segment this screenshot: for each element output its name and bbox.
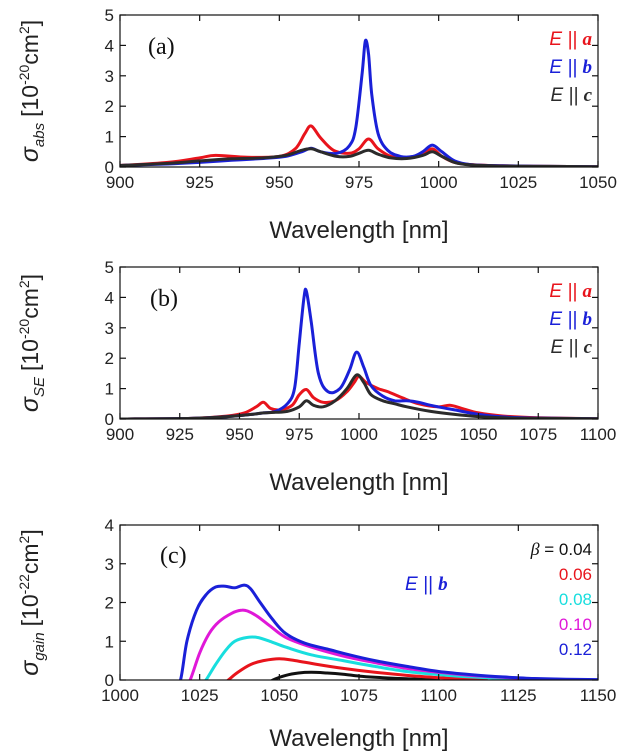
series-line-2 xyxy=(225,657,488,680)
x-tick-label: 1050 xyxy=(260,686,298,705)
y-tick-label: 4 xyxy=(105,288,114,307)
x-tick-label: 975 xyxy=(345,173,373,192)
x-axis-label: Wavelength [nm] xyxy=(269,217,448,244)
beta-legend-entry: 0.12 xyxy=(559,640,592,659)
series-group xyxy=(120,287,598,419)
x-tick-label: 1050 xyxy=(460,425,498,444)
x-axis-label: Wavelength [nm] xyxy=(269,725,448,752)
series-group xyxy=(120,38,598,167)
y-tick-label: 2 xyxy=(105,594,114,613)
x-tick-label: 1075 xyxy=(340,686,378,705)
y-tick-label: 1 xyxy=(105,632,114,651)
y-tick-label: 3 xyxy=(105,67,114,86)
series-line-3 xyxy=(204,635,536,680)
x-tick-label: 1050 xyxy=(579,173,617,192)
series-line-1 xyxy=(120,374,598,419)
x-tick-label: 1125 xyxy=(500,686,537,705)
beta-legend-entry: 0.06 xyxy=(559,565,592,584)
x-tick-label: 925 xyxy=(166,425,194,444)
x-tick-label: 900 xyxy=(106,173,134,192)
x-tick-label: 1025 xyxy=(181,686,219,705)
x-tick-label: 975 xyxy=(285,425,313,444)
x-tick-label: 925 xyxy=(185,173,213,192)
y-tick-label: 3 xyxy=(105,319,114,338)
x-tick-label: 1100 xyxy=(420,686,457,705)
series-line-2 xyxy=(120,287,598,419)
panel-2: 900 925 950 975 1000 1025 1050 1075 1100 0 1 2 3 4 5 Wa… xyxy=(16,258,616,496)
series-line-3 xyxy=(120,147,598,167)
polarization-annotation: E || b xyxy=(405,574,448,595)
legend-entry: E || c xyxy=(550,85,592,106)
y-tick-label: 1 xyxy=(105,128,114,147)
x-tick-label: 1000 xyxy=(101,686,139,705)
x-tick-label: 1025 xyxy=(400,425,438,444)
beta-legend-entry: 0.08 xyxy=(559,590,592,609)
panel-label: (b) xyxy=(150,286,178,312)
y-tick-label: 5 xyxy=(105,6,114,25)
x-tick-label: 1025 xyxy=(499,173,537,192)
legend-entry: E || a xyxy=(549,29,592,50)
y-tick-label: 2 xyxy=(105,97,114,116)
x-tick-label: 900 xyxy=(106,425,134,444)
legend-entry: E || b xyxy=(549,57,592,78)
panel-label: (c) xyxy=(160,543,187,569)
x-tick-label: 1150 xyxy=(580,686,617,705)
panel-label: (a) xyxy=(148,34,175,60)
x-tick-label: 1100 xyxy=(580,425,617,444)
x-tick-label: 1075 xyxy=(519,425,557,444)
y-tick-label: 0 xyxy=(105,158,114,177)
y-tick-label: 5 xyxy=(105,258,114,277)
series-line-5 xyxy=(178,583,598,680)
legend-entry: E || c xyxy=(550,337,592,358)
series-line-3 xyxy=(120,373,598,419)
x-tick-label: 1000 xyxy=(420,173,458,192)
series-group xyxy=(178,583,598,680)
y-tick-label: 0 xyxy=(105,410,114,429)
series-line-1 xyxy=(269,670,441,680)
panel-3: 1000 1025 1050 1075 1100 1125 1150 0 1 2 3 4 Wavelen… xyxy=(16,516,616,752)
y-axis-label: σabs[10-20cm2] xyxy=(16,20,48,162)
legend-entry: E || b xyxy=(549,309,592,330)
y-tick-label: 4 xyxy=(105,516,114,535)
panel-1: 900 925 950 975 1000 1025 1050 0 1 2 3 4 5 Wavelength… xyxy=(16,6,617,244)
y-tick-label: 1 xyxy=(105,380,114,399)
beta-legend-entry: 0.10 xyxy=(559,615,592,634)
y-tick-label: 0 xyxy=(105,671,114,690)
x-tick-label: 950 xyxy=(265,173,293,192)
y-tick-label: 3 xyxy=(105,555,114,574)
x-tick-label: 950 xyxy=(225,425,253,444)
x-tick-label: 1000 xyxy=(340,425,378,444)
y-tick-label: 4 xyxy=(105,36,114,55)
legend-entry: E || a xyxy=(549,281,592,302)
y-tick-label: 2 xyxy=(105,349,114,368)
beta-legend-entry: β = 0.04 xyxy=(530,539,592,559)
plot-frame xyxy=(119,266,599,420)
x-axis-label: Wavelength [nm] xyxy=(269,469,448,496)
y-axis-label: σgain[10-22cm2] xyxy=(16,529,48,676)
y-axis-label: σSE[10-20cm2] xyxy=(16,274,48,412)
